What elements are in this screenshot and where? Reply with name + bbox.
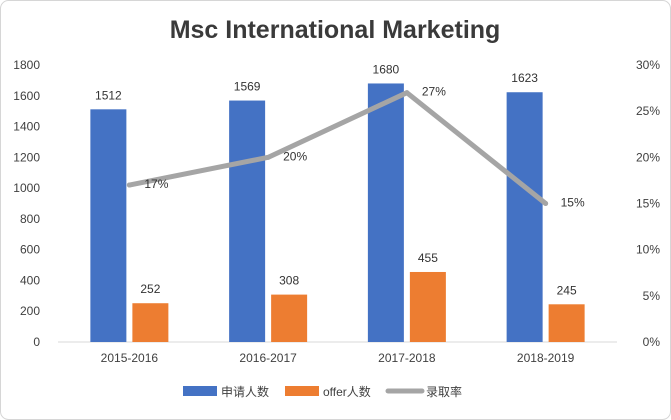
bar [409,271,446,342]
legend-label: 录取率 [426,384,462,399]
y-right-tick-label: 25% [636,104,660,118]
y-left-tick-label: 0 [33,335,40,349]
bar-value-label: 1569 [234,80,261,94]
x-tick-label: 2018-2019 [517,351,575,365]
bar [367,83,404,342]
line-point [265,154,271,160]
y-left-tick-label: 1800 [13,58,40,72]
y-left-tick-label: 800 [20,212,40,226]
line-value-label: 15% [561,196,585,210]
line-value-label: 27% [422,85,446,99]
bar [506,92,543,342]
bar-value-label: 1512 [95,88,122,102]
line-point [543,201,549,206]
y-left-tick-label: 400 [20,273,40,287]
line-point [404,90,410,96]
y-right-tick-label: 10% [636,243,660,257]
y-left-tick-label: 1400 [13,120,40,134]
bar-series [90,83,585,342]
bar-value-label: 308 [279,274,299,288]
x-tick-label: 2017-2018 [378,351,436,365]
y-right-tick-label: 15% [636,197,660,211]
y-left-tick-label: 1000 [13,181,40,195]
bar-value-label: 1680 [373,62,400,76]
legend-label: offer人数 [323,384,371,399]
line-series [126,90,549,206]
bar-value-label: 455 [418,251,438,265]
y-left-tick-label: 1600 [13,89,40,103]
line-value-label: 20% [283,149,307,163]
axes: 0 200 400 600 800 1000 1200 1400 1600 1800 0% 5% 10%… [13,58,660,365]
y-left-tick-label: 1200 [13,150,40,164]
y-right-tick-label: 30% [636,58,660,72]
y-right-tick-label: 20% [636,150,660,164]
x-tick-label: 2016-2017 [239,351,297,365]
bar [271,294,308,342]
line-value-label: 17% [144,177,168,191]
bar [132,303,169,342]
legend-swatch [183,386,217,396]
y-left-tick-label: 600 [20,243,40,257]
bar [548,304,585,342]
legend-swatch [285,386,319,396]
bar-value-label: 252 [140,282,160,296]
bar-value-label: 245 [557,283,577,297]
legend-label: 申请人数 [221,384,269,399]
bar [90,109,127,342]
line-point [126,182,132,188]
data-labels: 1512 1569 1680 1623 252 308 455 245 17% 20% 27% 15% [95,62,585,297]
legend: 申请人数 offer人数 录取率 [183,384,462,399]
y-left-tick-label: 200 [20,304,40,318]
x-tick-label: 2015-2016 [101,351,159,365]
rate-line [126,90,549,206]
bar [229,100,266,342]
bar-value-label: 1623 [511,71,538,85]
y-right-tick-label: 0% [643,335,661,349]
chart-title: Msc International Marketing [170,16,501,44]
y-right-tick-label: 5% [643,289,661,303]
